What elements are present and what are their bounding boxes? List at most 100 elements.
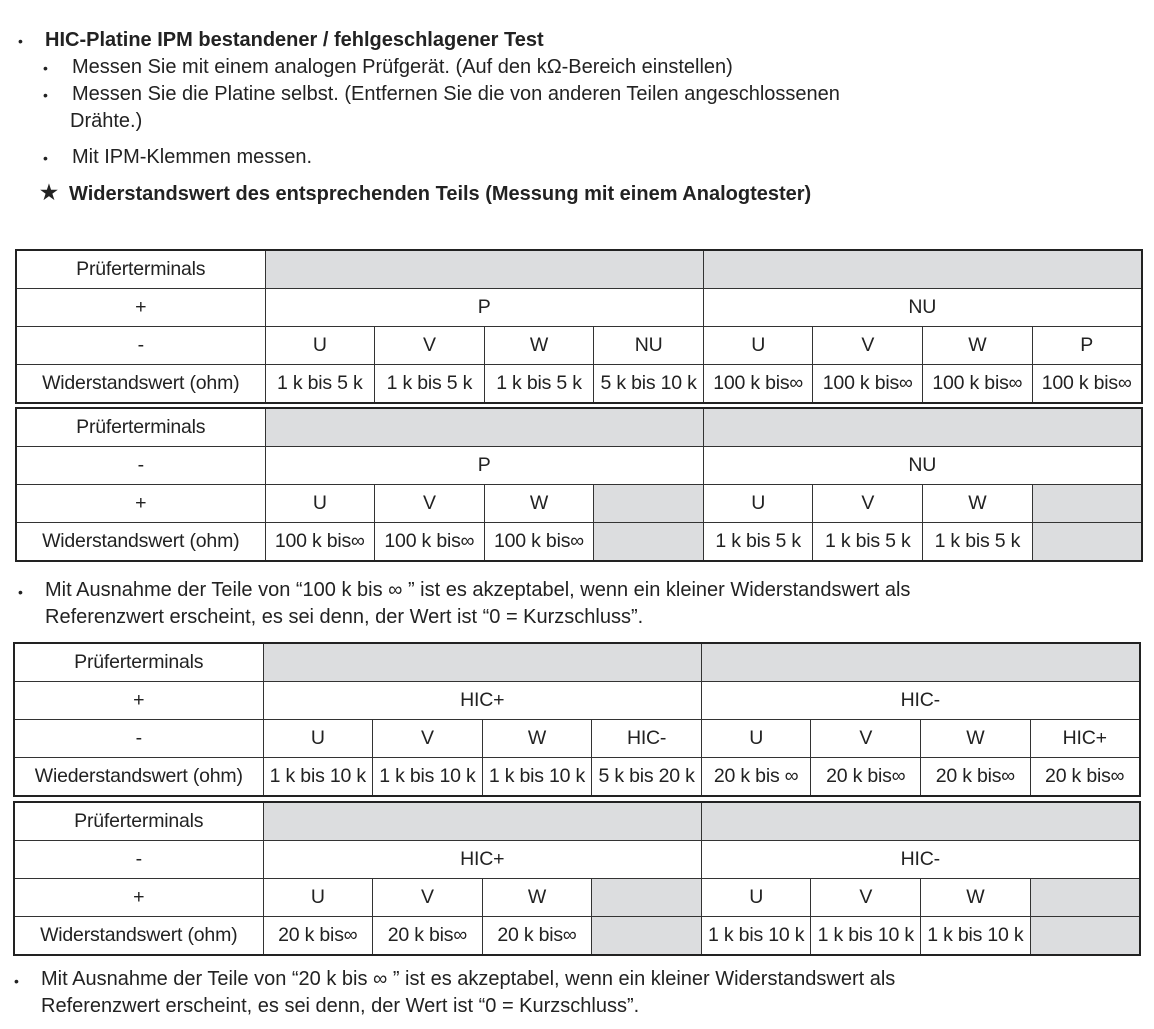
terminal-cell: U	[262, 878, 374, 917]
instruction-2-cont: Drähte.)	[70, 110, 143, 132]
note-2-line-2: Referenzwert erscheint, es sei denn, der…	[41, 995, 640, 1017]
terminal-cell: U	[700, 878, 812, 917]
empty-cell	[1029, 916, 1141, 956]
resistance-value: 20 k bis ∞	[700, 757, 812, 797]
value-label: Widerstandswert (ohm)	[15, 364, 266, 404]
empty-cell	[264, 249, 704, 289]
terminal-cell: W	[920, 719, 1031, 758]
terminal-cell: V	[372, 719, 483, 758]
empty-cell	[702, 407, 1143, 447]
group-cell: HIC+	[262, 840, 702, 879]
empty-cell	[264, 407, 704, 447]
resistance-value: 100 k bis∞	[922, 364, 1033, 404]
terminal-cell: V	[812, 326, 924, 365]
bullet-icon: •	[43, 87, 48, 103]
terminal-cell: V	[374, 326, 485, 365]
group-cell: NU	[702, 446, 1143, 485]
empty-cell	[262, 642, 702, 682]
resistance-table: Prüferterminals + P NU - U V W NU U V W P Widerstands…	[15, 249, 1143, 404]
group-cell: HIC-	[700, 681, 1141, 720]
group-cell: HIC+	[262, 681, 702, 720]
resistance-table: Prüferterminals - P NU + U V W U V W Widerstandswer…	[15, 407, 1143, 562]
value-label: Widerstandswert (ohm)	[15, 522, 266, 562]
resistance-value: 100 k bis∞	[702, 364, 814, 404]
header-cell: Prüferterminals	[15, 249, 266, 289]
resistance-value: 5 k bis 20 k	[591, 757, 702, 797]
resistance-value: 1 k bis 10 k	[481, 757, 593, 797]
resistance-value: 1 k bis 5 k	[264, 364, 376, 404]
resistance-value: 20 k bis∞	[262, 916, 374, 956]
resistance-table: Prüferterminals - HIC+ HIC- + U V W U V W Widerstan…	[13, 801, 1141, 956]
polarity-label: +	[13, 681, 264, 720]
bullet-icon: •	[43, 60, 48, 76]
polarity-label: +	[13, 878, 264, 917]
resistance-value: 1 k bis 5 k	[922, 522, 1033, 562]
value-label: Widerstandswert (ohm)	[13, 916, 264, 956]
resistance-value: 100 k bis∞	[812, 364, 924, 404]
note-1-line-1: Mit Ausnahme der Teile von “100 k bis ∞ …	[45, 579, 911, 601]
terminal-cell: W	[483, 484, 595, 523]
group-cell: P	[264, 446, 704, 485]
empty-cell	[700, 642, 1141, 682]
polarity-label: +	[15, 484, 266, 523]
value-label: Wiederstandswert (ohm)	[13, 757, 264, 797]
polarity-label: -	[15, 326, 266, 365]
resistance-value: 20 k bis∞	[1029, 757, 1141, 797]
resistance-value: 1 k bis 10 k	[372, 757, 483, 797]
star-icon: ★	[40, 182, 58, 204]
note-1-line-2: Referenzwert erscheint, es sei denn, der…	[45, 606, 644, 628]
terminal-cell: U	[264, 484, 376, 523]
resistance-value: 1 k bis 10 k	[920, 916, 1031, 956]
bullet-icon: •	[14, 973, 19, 989]
terminal-cell: W	[483, 326, 595, 365]
polarity-label: -	[13, 719, 264, 758]
resistance-value: 100 k bis∞	[374, 522, 485, 562]
group-cell: P	[264, 288, 704, 327]
resistance-value: 1 k bis 10 k	[262, 757, 374, 797]
terminal-cell: HIC+	[1029, 719, 1141, 758]
terminal-cell: V	[372, 878, 483, 917]
terminal-cell: P	[1031, 326, 1143, 365]
resistance-value: 20 k bis∞	[481, 916, 593, 956]
note-2-line-1: Mit Ausnahme der Teile von “20 k bis ∞ ”…	[41, 968, 896, 990]
terminal-cell: U	[262, 719, 374, 758]
resistance-value: 1 k bis 10 k	[810, 916, 922, 956]
terminal-cell: U	[702, 326, 814, 365]
terminal-cell: HIC-	[591, 719, 702, 758]
terminal-cell: U	[264, 326, 376, 365]
terminal-cell: V	[812, 484, 924, 523]
terminal-cell: W	[922, 484, 1033, 523]
polarity-label: -	[15, 446, 266, 485]
terminal-cell: NU	[593, 326, 704, 365]
empty-cell	[593, 484, 704, 523]
empty-cell	[591, 916, 702, 956]
resistance-table: Prüferterminals + HIC+ HIC- - U V W HIC- U V W HIC+ W…	[13, 642, 1141, 797]
terminal-cell: W	[481, 719, 593, 758]
resistance-value: 1 k bis 5 k	[483, 364, 595, 404]
resistance-value: 1 k bis 10 k	[700, 916, 812, 956]
terminal-cell: U	[700, 719, 812, 758]
group-cell: HIC-	[700, 840, 1141, 879]
empty-cell	[591, 878, 702, 917]
resistance-value: 20 k bis∞	[920, 757, 1031, 797]
empty-cell	[702, 249, 1143, 289]
instruction-1: Messen Sie mit einem analogen Prüfgerät.…	[72, 56, 733, 78]
group-cell: NU	[702, 288, 1143, 327]
empty-cell	[1029, 878, 1141, 917]
empty-cell	[593, 522, 704, 562]
terminal-cell: U	[702, 484, 814, 523]
empty-cell	[1031, 522, 1143, 562]
empty-cell	[1031, 484, 1143, 523]
polarity-label: -	[13, 840, 264, 879]
terminal-cell: W	[481, 878, 593, 917]
resistance-value: 100 k bis∞	[264, 522, 376, 562]
header-cell: Prüferterminals	[13, 801, 264, 841]
polarity-label: +	[15, 288, 266, 327]
instruction-3: Mit IPM-Klemmen messen.	[72, 146, 313, 168]
resistance-value: 20 k bis∞	[810, 757, 922, 797]
resistance-value: 1 k bis 5 k	[812, 522, 924, 562]
terminal-cell: V	[810, 878, 922, 917]
header-cell: Prüferterminals	[13, 642, 264, 682]
resistance-value: 5 k bis 10 k	[593, 364, 704, 404]
terminal-cell: W	[920, 878, 1031, 917]
